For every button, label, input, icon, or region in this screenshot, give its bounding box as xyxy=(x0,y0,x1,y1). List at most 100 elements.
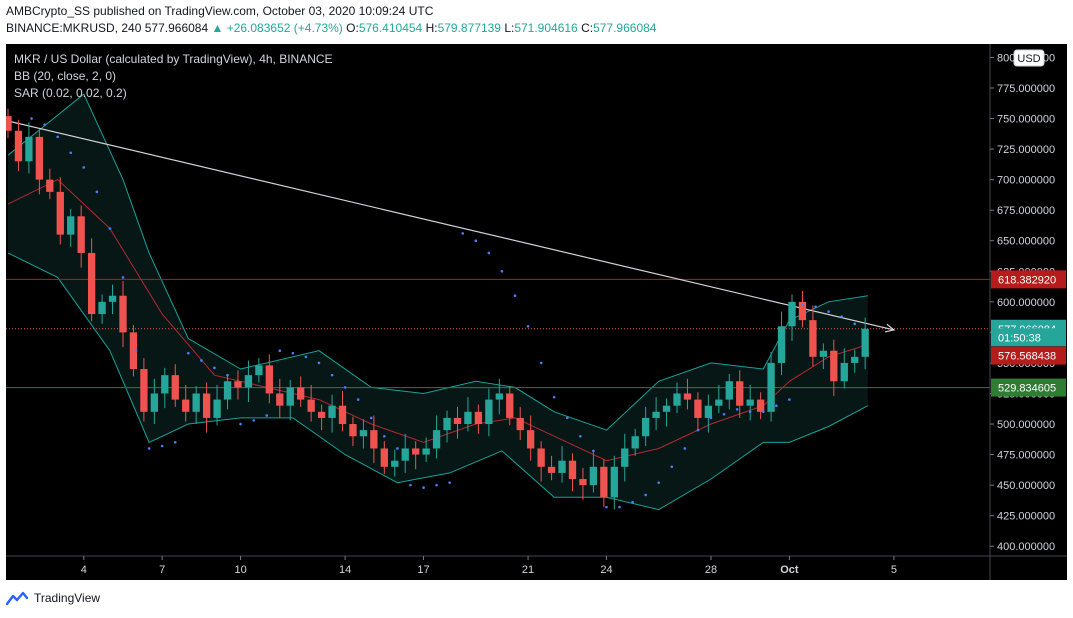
sar-dot xyxy=(500,269,504,273)
candle-body xyxy=(328,405,336,418)
sar-dot xyxy=(801,302,804,306)
candle-body xyxy=(286,387,294,406)
sar-dot xyxy=(579,434,582,438)
candle-body xyxy=(108,295,117,302)
sar-dot xyxy=(200,359,203,362)
candle-body xyxy=(77,216,85,253)
x-tick-label: 7 xyxy=(159,564,165,576)
candle-body xyxy=(119,295,127,333)
sar-dot xyxy=(278,349,282,353)
candle-body xyxy=(25,136,33,162)
candle-body xyxy=(673,393,681,406)
sar-dot xyxy=(461,232,465,235)
price-chart[interactable]: 400.000000 425.000000 450.000000 475.000000… xyxy=(4,44,1067,580)
sar-dot xyxy=(539,361,543,365)
candle-body xyxy=(213,399,221,418)
x-tick-label: 24 xyxy=(600,564,612,576)
candle-body xyxy=(349,424,357,437)
footer-brand: TradingView xyxy=(34,591,101,605)
sar-dot xyxy=(160,444,164,448)
open-value: 576.410454 xyxy=(358,21,423,35)
sar-dot xyxy=(657,481,661,484)
candle-body xyxy=(317,411,326,418)
trendline-arrow xyxy=(885,323,896,333)
price-label-text: 529.834605 xyxy=(998,383,1056,395)
candle-body xyxy=(715,399,723,406)
candle-body xyxy=(370,430,378,449)
candle-body xyxy=(788,301,796,327)
candle-body xyxy=(46,179,54,192)
low-value: 571.904616 xyxy=(514,21,578,35)
sar-dot xyxy=(239,422,242,426)
candle-body xyxy=(568,460,577,480)
price-label-text: 618.382920 xyxy=(998,274,1056,286)
candle-body xyxy=(767,362,775,412)
sar-dot xyxy=(670,465,674,469)
candle-body xyxy=(506,393,514,418)
sar-dot xyxy=(330,373,334,377)
price-label-text: 01:50:38 xyxy=(998,332,1041,344)
sar-dot xyxy=(396,447,399,450)
sar-dot xyxy=(592,449,595,453)
footer: TradingView xyxy=(6,590,100,606)
sar-dot xyxy=(187,351,190,355)
chart-area[interactable]: 400.000000 425.000000 450.000000 475.000000… xyxy=(4,44,1067,580)
currency-label: USD xyxy=(1017,53,1040,65)
candle-body xyxy=(756,399,765,412)
candle-body xyxy=(223,381,232,400)
y-tick-label: 475.000000 xyxy=(997,450,1055,462)
candle-body xyxy=(276,393,284,406)
candle-body xyxy=(830,350,838,382)
candle-body xyxy=(171,375,179,400)
candle-body xyxy=(861,328,869,357)
sar-dot xyxy=(213,366,216,370)
sar-dot xyxy=(605,505,608,509)
open-label: O: xyxy=(346,21,359,35)
tradingview-logo-icon xyxy=(6,591,28,606)
x-tick-label: 4 xyxy=(81,564,87,576)
sar-dot xyxy=(552,395,556,399)
candle-body xyxy=(255,365,263,376)
candle-body xyxy=(35,136,44,180)
candle-body xyxy=(67,216,75,235)
candle-body xyxy=(495,393,503,400)
candle-body xyxy=(129,332,138,370)
candle-body xyxy=(140,369,148,412)
sar-dot xyxy=(147,447,151,450)
y-tick-label: 750.000000 xyxy=(997,114,1055,126)
x-tick-label: 5 xyxy=(891,564,897,576)
candle-body xyxy=(4,116,12,131)
sar-dot xyxy=(69,151,73,155)
candle-body xyxy=(401,448,409,461)
candle-body xyxy=(840,362,848,382)
sar-dot xyxy=(696,428,700,432)
sar-dot xyxy=(448,481,451,484)
sar-dot xyxy=(775,404,778,407)
sar-dot xyxy=(43,123,46,126)
x-tick-label: Oct xyxy=(780,564,799,576)
price-label-text: 576.568438 xyxy=(998,351,1056,363)
sar-dot xyxy=(30,117,33,120)
sar-dot xyxy=(814,305,817,309)
sar-dot xyxy=(226,373,229,377)
candle-body xyxy=(474,411,483,425)
sar-dot xyxy=(95,190,99,194)
price-label-box xyxy=(991,378,1066,397)
sar-dot xyxy=(304,355,308,359)
sar-dot xyxy=(356,398,360,401)
candle-body xyxy=(736,381,744,406)
bb-fill xyxy=(8,94,868,510)
candle-body xyxy=(307,399,315,412)
candle-body xyxy=(338,405,347,425)
candle-body xyxy=(380,448,388,467)
sar-dot xyxy=(317,361,321,365)
high-value: 579.877139 xyxy=(437,21,501,35)
candle-body xyxy=(234,381,242,388)
symbol-ohlc-line: BINANCE:MKRUSD, 240 577.966084 ▲ +26.083… xyxy=(6,21,656,35)
y-tick-label: 775.000000 xyxy=(997,83,1055,95)
candle-body xyxy=(683,393,692,400)
sar-dot xyxy=(853,322,857,326)
trendline xyxy=(7,120,895,331)
candle-body xyxy=(600,466,608,498)
x-tick-label: 21 xyxy=(522,564,534,576)
